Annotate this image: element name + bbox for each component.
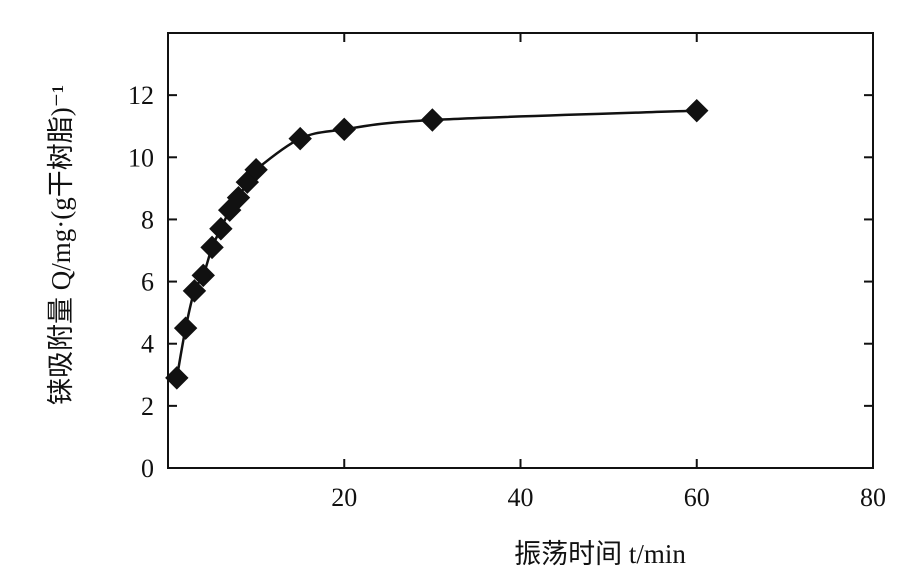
- x-tick-label: 20: [331, 483, 357, 512]
- plot-frame: [167, 32, 874, 469]
- data-point-marker: [420, 108, 445, 132]
- y-tick-label: 8: [141, 205, 154, 234]
- y-tick-label: 6: [141, 268, 154, 297]
- data-markers: [165, 98, 709, 390]
- y-tick-label: 10: [128, 143, 154, 172]
- x-tick-label: 80: [860, 483, 886, 512]
- x-tick-label: 60: [684, 483, 710, 512]
- data-point-marker: [226, 185, 251, 210]
- data-point-marker: [288, 126, 312, 151]
- x-axis-ticks: 20 40 60 80: [331, 33, 886, 512]
- data-point-marker: [191, 263, 215, 288]
- x-axis-title: 振荡时间 t/min: [514, 539, 686, 569]
- y-tick-label: 4: [141, 330, 154, 359]
- data-point-marker: [209, 217, 233, 241]
- data-point-marker: [332, 117, 356, 142]
- y-tick-label: 2: [141, 392, 154, 421]
- series-line: [175, 109, 697, 379]
- data-point-marker: [173, 316, 198, 340]
- data-point-marker: [182, 279, 207, 303]
- data-point-marker: [685, 98, 709, 123]
- data-point-marker: [200, 235, 224, 260]
- data-point-marker: [244, 158, 268, 182]
- y-tick-label: 0: [141, 454, 154, 483]
- y-tick-label: 12: [128, 81, 154, 110]
- y-axis-ticks: 0 2 4 6 8 10 12: [128, 81, 873, 483]
- x-tick-label: 40: [508, 483, 534, 512]
- y-axis-title: 铼吸附量 Q/mg·(g干树脂)⁻¹: [46, 85, 76, 405]
- data-point-marker: [165, 366, 189, 390]
